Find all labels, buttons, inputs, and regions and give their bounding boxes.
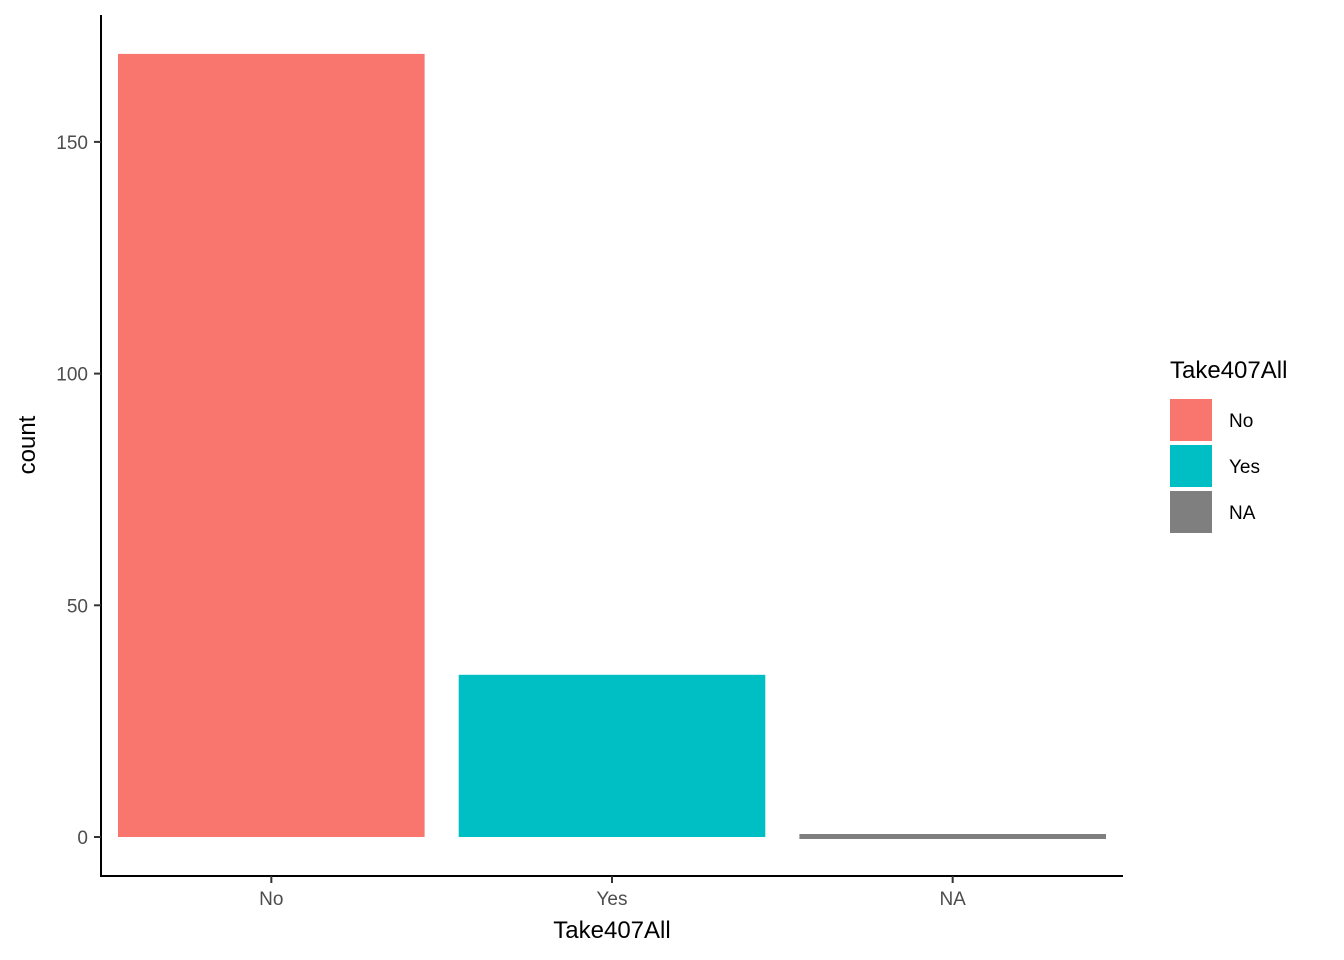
- legend-label-na: NA: [1229, 503, 1256, 524]
- x-axis-title: Take407All: [553, 917, 670, 944]
- legend-label-yes: Yes: [1229, 457, 1260, 478]
- x-tick-label-na: NA: [939, 889, 966, 910]
- legend-key-yes: [1170, 445, 1212, 487]
- y-tick-label-0: 0: [77, 828, 88, 849]
- y-tick-label-100: 100: [56, 365, 88, 386]
- bar-no: [118, 53, 425, 837]
- bar-yes: [458, 674, 766, 837]
- bars-group: [118, 53, 1106, 839]
- legend-key-no: [1170, 399, 1212, 441]
- y-axis: 0 50 100 150: [56, 15, 102, 876]
- legend: Take407All No Yes NA: [1170, 357, 1287, 533]
- bar-na: [799, 834, 1106, 839]
- legend-label-no: No: [1229, 411, 1253, 432]
- x-tick-label-no: No: [259, 889, 283, 910]
- y-axis-title: count: [14, 415, 41, 474]
- y-tick-label-50: 50: [67, 596, 88, 617]
- y-tick-label-150: 150: [56, 133, 88, 154]
- x-axis: No Yes NA: [100, 875, 1123, 910]
- legend-key-na: [1170, 491, 1212, 533]
- x-tick-label-yes: Yes: [597, 889, 628, 910]
- legend-title: Take407All: [1170, 357, 1287, 384]
